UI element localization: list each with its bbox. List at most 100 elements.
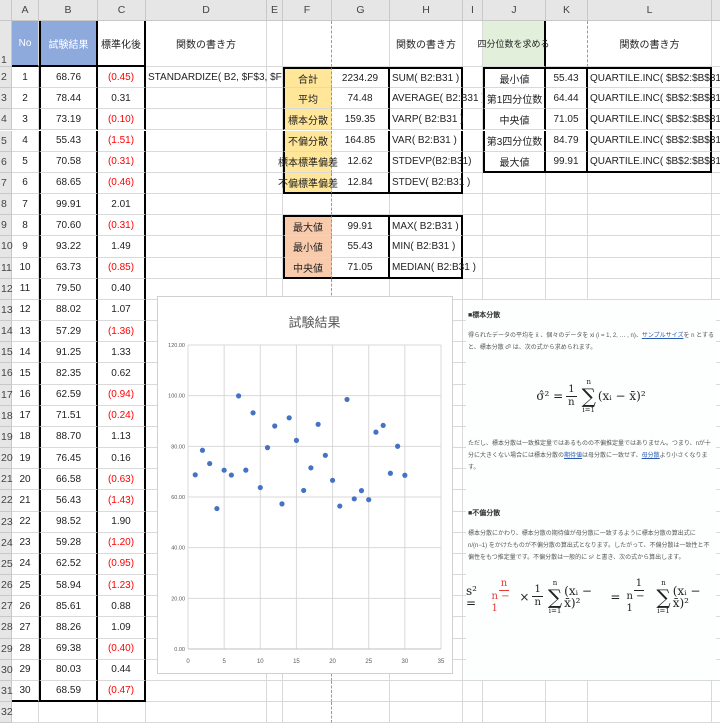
row-standardized[interactable]: (0.31) — [98, 215, 146, 237]
row-standardized[interactable]: (0.45) — [98, 67, 146, 89]
row-score[interactable]: 68.76 — [39, 67, 98, 89]
cell[interactable] — [712, 279, 720, 300]
cell[interactable] — [483, 215, 546, 237]
cell[interactable] — [588, 215, 712, 237]
cell[interactable] — [588, 680, 712, 703]
row-no[interactable]: 14 — [12, 342, 39, 364]
cell[interactable] — [712, 427, 720, 449]
cell[interactable] — [712, 596, 720, 618]
cell[interactable] — [267, 194, 283, 216]
cell[interactable] — [588, 257, 712, 279]
cell[interactable] — [712, 300, 720, 322]
stat-value[interactable]: 74.48 — [332, 88, 390, 110]
quartile-value[interactable]: 55.43 — [546, 67, 588, 89]
quartile-formula[interactable]: QUARTILE.INC( $B$2:$B$31, 0 ) — [588, 67, 720, 89]
row-standardized[interactable]: 0.16 — [98, 448, 146, 470]
cell[interactable] — [146, 215, 267, 237]
row-standardized[interactable]: (0.63) — [98, 469, 146, 491]
cell[interactable] — [712, 575, 720, 597]
stat-value[interactable]: 12.62 — [332, 151, 390, 173]
row-standardized[interactable]: (0.40) — [98, 638, 146, 660]
row-header[interactable]: 27 — [0, 596, 13, 618]
row-score[interactable]: 88.26 — [39, 617, 98, 639]
cell[interactable] — [146, 130, 267, 152]
cell[interactable] — [463, 67, 483, 89]
stat-value[interactable]: 55.43 — [332, 236, 390, 258]
select-all-corner[interactable] — [0, 0, 12, 21]
row-header[interactable]: 16 — [0, 363, 13, 385]
row-standardized[interactable]: 1.13 — [98, 426, 146, 449]
row-score[interactable]: 79.50 — [39, 278, 98, 300]
row-no[interactable]: 10 — [12, 257, 39, 279]
row-no[interactable]: 7 — [12, 194, 39, 216]
row-standardized[interactable]: 0.31 — [98, 88, 146, 110]
cell[interactable] — [146, 257, 267, 279]
row-standardized[interactable]: 1.49 — [98, 236, 146, 258]
row-no[interactable]: 27 — [12, 617, 39, 639]
cell[interactable] — [463, 130, 483, 152]
cell[interactable] — [588, 278, 712, 300]
cell[interactable] — [712, 554, 720, 576]
row-standardized[interactable]: (1.23) — [98, 575, 146, 597]
stat-value[interactable]: 164.85 — [332, 130, 390, 152]
stat-label[interactable]: 最小値 — [283, 236, 332, 258]
row-header[interactable]: 25 — [0, 553, 13, 576]
column-header[interactable]: K — [546, 0, 588, 21]
cell[interactable] — [546, 172, 588, 194]
stat-formula[interactable]: MIN( B2:B31 ) — [390, 236, 463, 258]
row-no[interactable]: 24 — [12, 553, 39, 576]
cell[interactable] — [463, 215, 483, 237]
row-header[interactable]: 15 — [0, 342, 13, 364]
cell[interactable] — [390, 194, 463, 216]
column-header[interactable]: J — [483, 0, 546, 21]
row-no[interactable]: 13 — [12, 321, 39, 343]
row-header[interactable]: 10 — [0, 236, 13, 258]
column-header[interactable]: G — [332, 0, 390, 21]
cell[interactable] — [712, 639, 720, 660]
cell[interactable] — [463, 257, 483, 279]
row-standardized[interactable]: 1.33 — [98, 342, 146, 364]
cell[interactable] — [712, 194, 720, 216]
stat-label[interactable]: 中央値 — [283, 257, 332, 279]
header-standardized[interactable]: 標準化後 — [98, 21, 146, 67]
stat-value[interactable]: 12.84 — [332, 172, 390, 194]
row-header[interactable]: 13 — [0, 299, 13, 322]
scatter-chart[interactable]: 試験結果 0.00 20.00 40.00 60.00 80.00 100.00 120.00… — [157, 296, 453, 674]
row-no[interactable]: 3 — [12, 109, 39, 131]
row-standardized[interactable]: 0.40 — [98, 278, 146, 300]
cell[interactable] — [463, 194, 483, 216]
quartile-label[interactable]: 第1四分位数 — [483, 88, 546, 110]
cell[interactable] — [712, 448, 720, 470]
cell[interactable] — [332, 680, 390, 703]
row-standardized[interactable]: (0.31) — [98, 151, 146, 173]
row-standardized[interactable]: 0.62 — [98, 363, 146, 385]
row-header[interactable]: 23 — [0, 511, 13, 533]
stat-formula[interactable]: VAR( B2:B31 ) — [390, 130, 463, 152]
row-header[interactable]: 20 — [0, 448, 13, 470]
row-score[interactable]: 80.03 — [39, 659, 98, 681]
expected-value-link[interactable]: 期待値 — [564, 453, 583, 459]
cell[interactable] — [390, 680, 463, 703]
row-score[interactable]: 58.94 — [39, 575, 98, 597]
cell[interactable] — [546, 236, 588, 258]
cell[interactable] — [712, 342, 720, 364]
row-header[interactable]: 1 — [0, 21, 12, 67]
row-header[interactable]: 28 — [0, 617, 13, 639]
row-no[interactable]: 17 — [12, 405, 39, 427]
cell[interactable] — [712, 321, 720, 343]
cell[interactable] — [483, 278, 546, 300]
column-header[interactable]: A — [12, 0, 39, 21]
cell[interactable] — [332, 194, 390, 216]
row-score[interactable]: 82.35 — [39, 363, 98, 385]
row-score[interactable]: 91.25 — [39, 342, 98, 364]
row-standardized[interactable]: (1.43) — [98, 490, 146, 512]
quartile-value[interactable]: 99.91 — [546, 151, 588, 173]
stat-formula[interactable]: MEDIAN( B2:B31 ) — [390, 257, 476, 279]
row-no[interactable]: 28 — [12, 638, 39, 660]
row-no[interactable]: 25 — [12, 575, 39, 597]
row-header[interactable]: 18 — [0, 405, 13, 427]
quartile-formula[interactable]: QUARTILE.INC( $B$2:$B$31, 3 ) — [588, 130, 720, 152]
stat-formula[interactable]: STDEV( B2:B31 ) — [390, 172, 470, 194]
cell[interactable] — [712, 512, 720, 533]
stat-label[interactable]: 不偏分散 — [283, 130, 332, 152]
